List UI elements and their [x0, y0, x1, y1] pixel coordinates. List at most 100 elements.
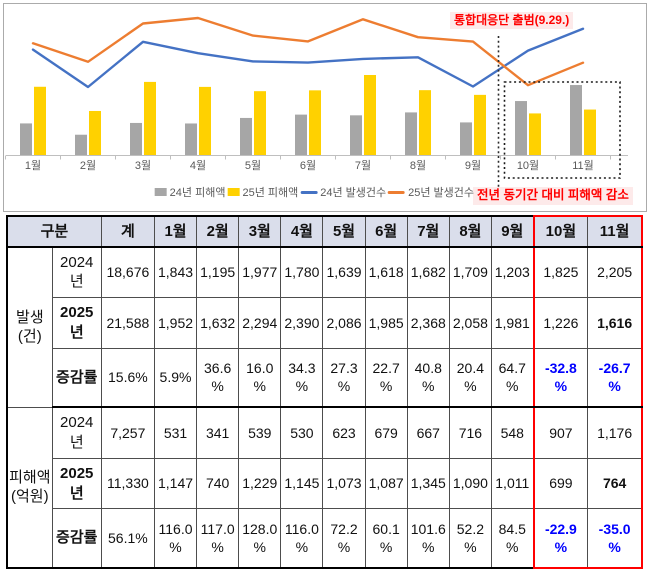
month-label: 6월	[300, 159, 316, 172]
bar	[130, 122, 142, 155]
bar	[529, 113, 541, 155]
value-cell: 531	[153, 406, 198, 459]
value-cell: 7,257	[100, 406, 155, 459]
month-label: 3월	[135, 159, 151, 172]
month-label: 5월	[245, 159, 261, 172]
value-cell: 56.1%	[100, 508, 155, 569]
col-header-month: 2월	[196, 215, 240, 248]
legend-label: 24년 발생건수	[320, 187, 387, 199]
value-cell: 764	[587, 457, 644, 510]
value-cell: 1,780	[280, 246, 324, 298]
value-cell: 1,226	[532, 296, 589, 349]
value-cell: 1,145	[280, 457, 324, 510]
value-cell: 667	[406, 406, 450, 459]
bar	[295, 114, 307, 155]
value-cell: -32.8 %	[532, 347, 589, 409]
legend-bar-swatch-icon	[154, 188, 167, 196]
value-cell: 679	[364, 406, 408, 459]
value-cell: 1,618	[364, 246, 408, 298]
row-label: 2024 년	[51, 406, 102, 459]
legend-item: 25년 피해액	[227, 184, 298, 200]
table-row: 발생 (건) 2024 년 18,676 1,843 1,195 1,977 1,780 1,…	[6, 246, 644, 408]
value-cell: 1,147	[153, 457, 198, 510]
legend-label: 25년 발생건수	[408, 187, 475, 199]
value-cell: 11,330	[100, 457, 155, 510]
month-label: 9월	[465, 159, 481, 172]
chart-legend: 24년 피해액 25년 피해액 24년 발생건수 25년 발생건수	[154, 184, 476, 200]
value-cell: 530	[280, 406, 324, 459]
bar	[584, 109, 596, 155]
table-row: 증감률 15.6% 5.9% 36.6 % 16.0 % 34.3 % 27.3 % 22.7…	[7, 347, 644, 409]
value-cell: 36.6 %	[196, 347, 240, 409]
value-cell: 1,616	[587, 296, 644, 349]
value-cell: 27.3 %	[322, 347, 366, 409]
value-cell: 116.0 %	[280, 508, 324, 569]
col-header-month: 10월	[532, 215, 589, 248]
bar	[405, 112, 417, 155]
value-cell: 64.7 %	[490, 347, 535, 409]
value-cell: 16.0 %	[238, 347, 282, 409]
value-cell: 1,203	[490, 246, 535, 298]
value-cell: 1,977	[238, 246, 282, 298]
row-label: 증감률	[51, 347, 102, 409]
value-cell: 1,090	[448, 457, 492, 510]
value-cell: 1,709	[448, 246, 492, 298]
value-cell: 716	[448, 406, 492, 459]
value-cell: 84.5 %	[490, 508, 535, 569]
value-cell: 623	[322, 406, 366, 459]
bar	[460, 122, 472, 155]
month-labels: 1월 2월 3월 4월 5월 6월 7월 8월 9월 10월 11월	[25, 159, 594, 172]
legend-label: 25년 피해액	[242, 187, 299, 199]
bar	[474, 94, 486, 155]
table-header-row: 구분 계 1월 2월 3월 4월 5월 6월 7월 8월 9월 10월 11월	[6, 215, 644, 248]
row-label: 2025 년	[51, 296, 102, 349]
bar	[350, 115, 362, 155]
col-header-month: 3월	[238, 215, 282, 248]
value-cell: 60.1 %	[364, 508, 408, 569]
value-cell: 1,639	[322, 246, 366, 298]
table-row: 2025 년 11,330 1,147 740 1,229 1,145 1,073 1,087…	[7, 457, 644, 510]
value-cell: 21,588	[100, 296, 155, 349]
legend-bar-swatch-icon	[227, 188, 240, 196]
value-cell: 1,011	[490, 457, 535, 510]
corner-header: 구분	[6, 215, 102, 248]
value-cell: 1,952	[153, 296, 198, 349]
value-cell: 15.6%	[100, 347, 155, 409]
table-row: 증감률 56.1% 116.0 % 117.0 % 128.0 % 116.0 % 72.2…	[7, 508, 644, 570]
value-cell: 128.0 %	[238, 508, 282, 569]
bars-2024-damage	[20, 85, 582, 155]
value-cell: 117.0 %	[196, 508, 240, 569]
value-cell: 539	[238, 406, 282, 459]
row-label: 증감률	[51, 508, 102, 569]
value-cell: 1,632	[196, 296, 240, 349]
line-2024-cases	[31, 27, 585, 89]
value-cell: 20.4 %	[448, 347, 492, 409]
value-cell: 1,843	[153, 246, 198, 298]
col-header-total: 계	[100, 215, 155, 248]
value-cell: 72.2 %	[322, 508, 366, 569]
value-cell: 1,087	[364, 457, 408, 510]
value-cell: 1,176	[587, 406, 644, 459]
month-label: 8월	[410, 159, 426, 172]
col-header-month: 4월	[280, 215, 324, 248]
month-label: 4월	[190, 159, 206, 172]
legend-item: 24년 피해액	[154, 184, 225, 200]
bar	[144, 81, 156, 155]
bar	[570, 85, 582, 155]
value-cell: 1,195	[196, 246, 240, 298]
value-cell: 740	[196, 457, 240, 510]
chart-frame	[3, 3, 647, 212]
col-header-month: 6월	[364, 215, 408, 248]
value-cell: 40.8 %	[406, 347, 450, 409]
value-cell: 1,985	[364, 296, 408, 349]
col-header-month: 1월	[153, 215, 198, 248]
bar	[364, 75, 376, 155]
value-cell: 1,981	[490, 296, 535, 349]
value-cell: -22.9 %	[532, 508, 589, 570]
group-label: 발생 (건)	[6, 246, 53, 408]
legend-item: 24년 발생건수	[300, 184, 386, 200]
annotation-decrease-label: 전년 동기간 대비 피해액 감소	[473, 187, 633, 205]
